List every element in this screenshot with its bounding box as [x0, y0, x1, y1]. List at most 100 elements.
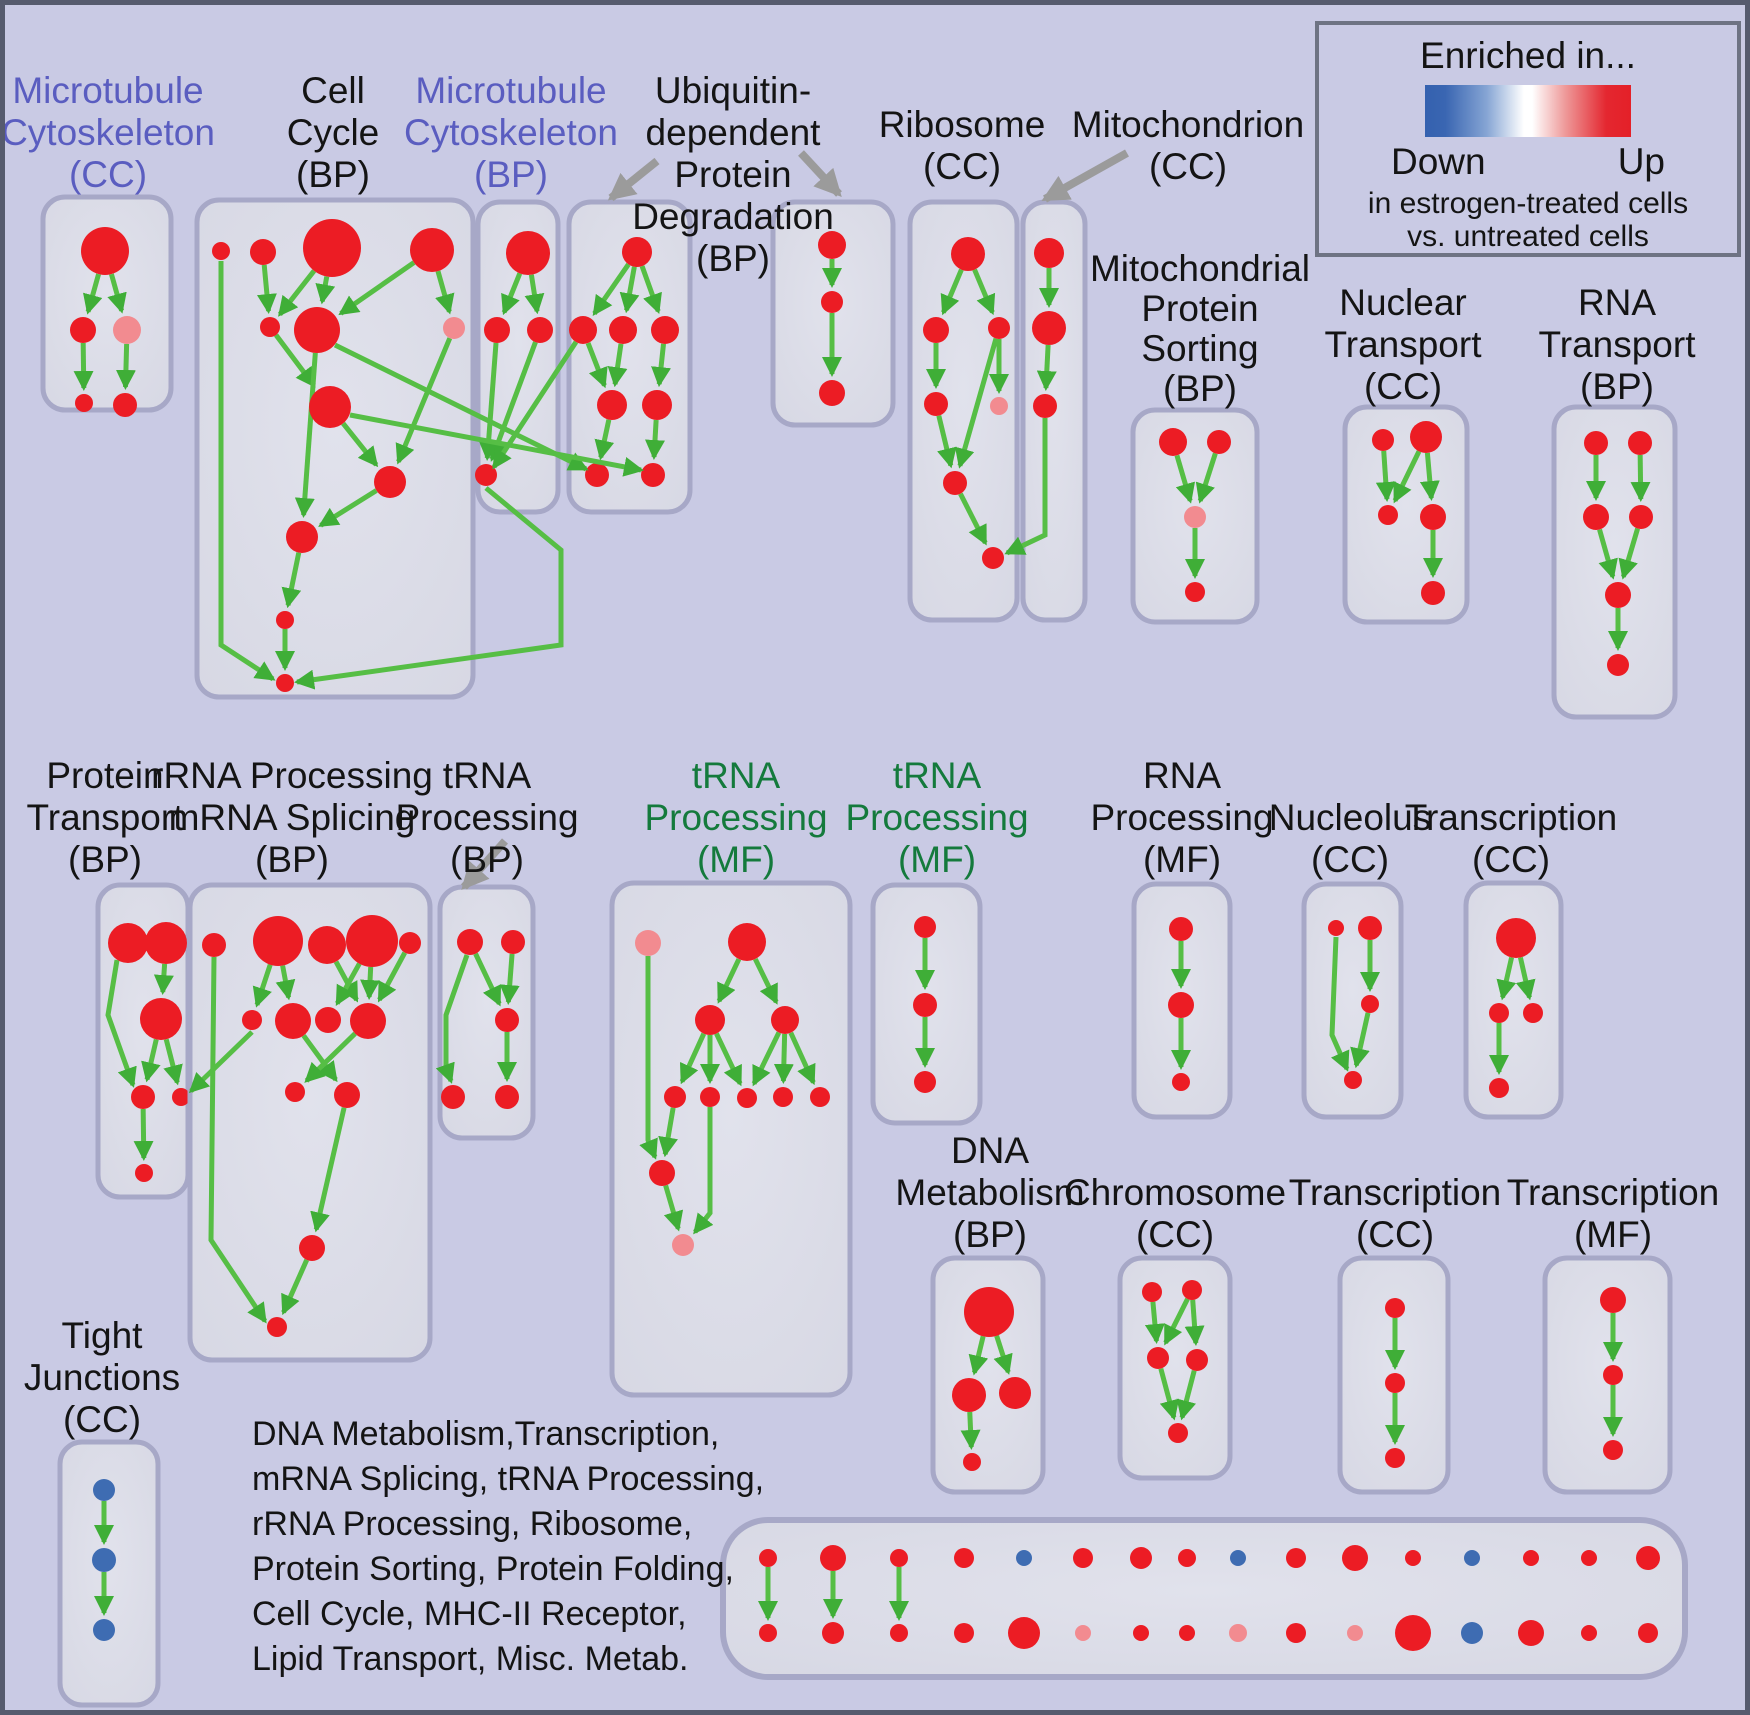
edge-arrow — [958, 492, 988, 546]
go-term-node — [1581, 1625, 1597, 1641]
go-term-node — [990, 397, 1008, 415]
edge-arrow — [275, 965, 296, 1001]
go-term-node — [810, 1087, 830, 1107]
go-term-node — [140, 998, 182, 1040]
edge-arrow — [592, 262, 631, 317]
go-term-node — [294, 307, 340, 353]
go-term-node — [1130, 1547, 1152, 1569]
go-term-node — [495, 1085, 519, 1109]
label-line: Transcription — [1405, 797, 1617, 838]
go-term-node — [506, 231, 550, 275]
go-term-node — [1172, 1073, 1190, 1091]
label-rrna-processing-mrna-splicing-bp: rRNA Processing mRNA Splicing (BP) — [151, 755, 433, 880]
go-term-node — [1372, 429, 1394, 451]
edge-arrow — [788, 1031, 816, 1086]
go-term-node — [771, 1006, 799, 1034]
edge-arrow — [753, 957, 779, 1005]
edge-arrow — [751, 1031, 782, 1087]
edge-arrow — [1174, 454, 1196, 504]
edge-arrow — [1004, 418, 1048, 556]
go-term-node — [276, 611, 294, 629]
edge-arrow — [335, 962, 362, 1007]
go-term-node — [1186, 1349, 1208, 1371]
edge-arrow — [972, 268, 996, 316]
edge-arrow — [1184, 1299, 1205, 1347]
label-transcription-mf: Transcription (MF) — [1507, 1172, 1719, 1255]
go-term-node — [822, 1622, 844, 1644]
edge-arrow — [333, 342, 589, 472]
go-term-node — [1182, 1280, 1202, 1300]
edge-arrow — [585, 342, 608, 389]
edge-arrow — [208, 956, 268, 1324]
go-term-node — [250, 239, 276, 265]
go-term-node — [759, 1549, 777, 1567]
edge-arrow — [310, 1107, 347, 1233]
label-trna-processing-mf-1: tRNA Processing (MF) — [644, 755, 827, 880]
go-term-node — [1142, 1282, 1162, 1302]
edge-arrow — [954, 337, 999, 469]
label-line: (MF) — [1574, 1214, 1652, 1255]
go-term-node — [286, 521, 318, 553]
label-trna-processing-bp: tRNA Processing (BP) — [395, 755, 578, 880]
go-term-node — [728, 923, 766, 961]
cluster-transcription-cc-row3 — [1337, 1255, 1451, 1495]
go-term-node — [1358, 916, 1382, 940]
shared-terms-panel — [720, 1517, 1688, 1680]
go-term-node — [642, 390, 672, 420]
edge-arrow — [338, 260, 416, 316]
label-line: (CC) — [1364, 366, 1442, 407]
label-ubiquitin-degradation-bp: Ubiquitin-dependent Protein Degradation (BP… — [632, 70, 834, 279]
go-term-node — [1489, 1003, 1509, 1023]
edge-arrow — [1419, 452, 1440, 502]
edge-arrow — [435, 954, 470, 1084]
label-line: tRNA — [692, 755, 781, 796]
go-term-node — [1168, 992, 1194, 1018]
label-line: (BP) — [296, 154, 370, 195]
edge-arrow — [188, 1030, 254, 1094]
go-term-node — [410, 228, 454, 272]
label-dna-metabolism-bp: DNA Metabolism (BP) — [895, 1130, 1084, 1255]
go-term-node — [1133, 1625, 1149, 1641]
edge-arrow — [252, 963, 273, 1008]
label-line: (BP) — [474, 154, 548, 195]
legend-gradient-bar — [1425, 85, 1631, 137]
go-term-node — [1385, 1373, 1405, 1393]
go-term-node — [982, 547, 1004, 569]
label-line: (BP) — [68, 839, 142, 880]
cluster-microtubule-cytoskeleton-cc — [40, 194, 174, 417]
go-term-node — [913, 993, 937, 1017]
label-line: (CC) — [1472, 839, 1550, 880]
edge-arrow — [395, 337, 453, 465]
cluster-transcription-mf — [1542, 1255, 1673, 1495]
label-line: Cytoskeleton — [404, 112, 618, 153]
go-term-node — [818, 231, 846, 259]
go-term-node — [299, 1235, 325, 1261]
go-term-node — [964, 1287, 1014, 1337]
go-term-node — [1385, 1298, 1405, 1318]
annotation-line: mRNA Splicing, tRNA Processing, — [252, 1460, 765, 1498]
go-term-node — [1075, 1625, 1091, 1641]
edge-arrow — [1176, 1370, 1197, 1421]
go-term-node — [1159, 428, 1187, 456]
cluster-transcription-cc-row2 — [1463, 880, 1564, 1120]
label-line: (CC) — [923, 146, 1001, 187]
label-transcription-cc-row3: Transcription (CC) — [1289, 1172, 1501, 1255]
go-term-node — [672, 1234, 694, 1256]
go-term-node — [475, 464, 497, 486]
go-term-node — [1638, 1623, 1658, 1643]
cluster-ubiquitin-degradation-bp-right — [770, 199, 896, 428]
go-term-node — [1342, 1545, 1368, 1571]
legend-subtitle: in estrogen-treated cells vs. untreated … — [1368, 187, 1688, 253]
go-term-node — [457, 929, 483, 955]
go-term-node — [443, 317, 465, 339]
go-term-node — [135, 1164, 153, 1182]
edge-arrow — [341, 421, 379, 468]
edge-arrow — [115, 343, 136, 391]
go-term-node — [1168, 1423, 1188, 1443]
go-term-node — [1410, 421, 1442, 453]
go-term-node — [1461, 1622, 1483, 1644]
go-term-node — [309, 386, 351, 428]
go-term-node — [819, 380, 845, 406]
edge-arrow — [1392, 450, 1422, 504]
